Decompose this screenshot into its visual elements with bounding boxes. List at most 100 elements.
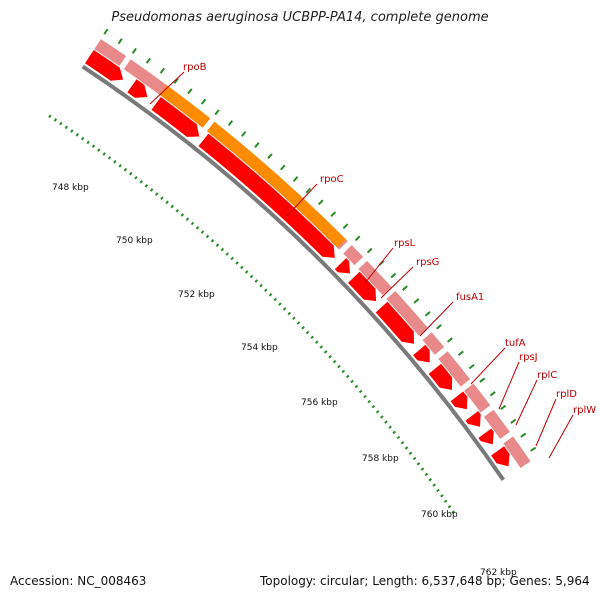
scale-tick — [296, 321, 301, 325]
gene-arrow — [151, 97, 200, 137]
scale-tick — [107, 156, 112, 160]
scale-tick — [180, 213, 185, 217]
gene-arrow — [465, 411, 481, 427]
genome-summary: Topology: circular; Length: 6,537,648 bp… — [260, 574, 590, 588]
tick-mark — [424, 311, 431, 317]
backbone-line — [81, 64, 505, 482]
gene-leader-line — [535, 398, 557, 447]
scale-tick — [367, 399, 372, 404]
tick-mark — [117, 38, 123, 45]
scale-tick — [432, 483, 436, 487]
light-track-segment — [483, 409, 510, 439]
scale-tick — [328, 355, 332, 359]
gene-leader-line — [286, 183, 318, 217]
gene-label: rpsJ — [519, 352, 538, 363]
scale-tick — [118, 163, 122, 168]
scale-tick — [200, 230, 205, 234]
scale-tick — [392, 430, 397, 435]
scale-tick — [443, 499, 448, 503]
scale-tick — [436, 488, 440, 493]
scale-tick — [220, 247, 225, 252]
scale-tick — [139, 179, 143, 184]
scale-tick — [240, 265, 244, 270]
tick-mark — [254, 142, 260, 148]
scale-tick — [205, 234, 210, 239]
gene-arrow — [478, 428, 494, 445]
light-track-segment — [358, 260, 392, 296]
light-track-segment — [343, 245, 364, 266]
tick-mark — [342, 223, 349, 230]
scale-tick — [384, 420, 388, 424]
tick-mark — [510, 418, 517, 424]
tick-mark — [187, 88, 193, 95]
scale-tick — [75, 133, 79, 137]
orange-track-segment — [206, 121, 346, 248]
scale-tick — [254, 279, 259, 283]
scale-tick — [380, 415, 384, 419]
tick-mark — [305, 187, 312, 194]
gene-arrow — [491, 446, 510, 467]
scale-tick — [268, 293, 273, 297]
scale-tick — [416, 462, 421, 466]
light-track-segment — [422, 332, 445, 355]
tick-mark — [267, 153, 273, 160]
scale-tick — [244, 270, 249, 274]
scale-tick — [175, 208, 180, 213]
scale-tick — [185, 217, 190, 222]
scale-tick — [310, 335, 314, 340]
scale-tick — [235, 261, 239, 265]
gene-arrow — [198, 133, 335, 258]
scale-tick — [371, 404, 376, 409]
gene-arrow — [348, 271, 377, 302]
tick-mark — [447, 337, 453, 343]
scale-tick — [53, 118, 58, 122]
tick-mark — [227, 120, 234, 127]
scale-tick — [123, 167, 128, 172]
scale-tick — [314, 340, 319, 344]
tick-mark — [457, 350, 464, 356]
scale-tick — [301, 325, 305, 330]
scale-tick — [345, 374, 350, 379]
scale-tick — [354, 384, 359, 389]
orange-track-segment — [159, 84, 211, 128]
tick-mark — [280, 164, 286, 171]
scale-tick — [64, 125, 69, 130]
kbp-scale-label: 760 kbp — [421, 510, 458, 520]
scale-tick — [341, 369, 346, 374]
scale-tick — [165, 200, 169, 205]
scale-tick — [305, 330, 310, 335]
scale-tick — [264, 288, 268, 292]
gene-leader-line — [548, 414, 574, 459]
light-track-segment — [438, 351, 471, 387]
scale-tick — [70, 129, 74, 133]
light-track-segment — [94, 39, 127, 66]
gene-label: rpsL — [394, 238, 416, 249]
scale-tick — [388, 425, 392, 429]
kbp-scale-label: 756 kbp — [301, 398, 338, 408]
tick-mark — [330, 211, 337, 218]
scale-tick — [155, 192, 159, 196]
kbp-scale-label: 754 kbp — [241, 343, 278, 353]
scale-tick — [292, 316, 296, 321]
scale-tick — [59, 121, 63, 126]
scale-tick — [278, 302, 282, 306]
tick-mark — [468, 363, 475, 370]
tick-mark — [489, 391, 496, 397]
gene-arrow — [428, 363, 453, 390]
tick-mark — [354, 235, 361, 242]
scale-tick — [440, 494, 444, 498]
scale-tick — [350, 379, 354, 384]
gene-arrow — [127, 79, 148, 98]
kbp-scale-label: 762 kbp — [480, 568, 517, 578]
scale-tick — [134, 175, 138, 180]
scale-tick — [412, 456, 417, 461]
gene-label: fusA1 — [456, 292, 484, 303]
scale-tick — [428, 478, 433, 482]
tick-mark — [131, 47, 137, 54]
scale-tick — [337, 364, 341, 369]
scale-tick — [160, 196, 164, 200]
scale-tick — [451, 510, 456, 514]
light-track-segment — [464, 383, 491, 413]
gene-label: rpoB — [183, 62, 207, 73]
tick-mark — [159, 67, 165, 74]
